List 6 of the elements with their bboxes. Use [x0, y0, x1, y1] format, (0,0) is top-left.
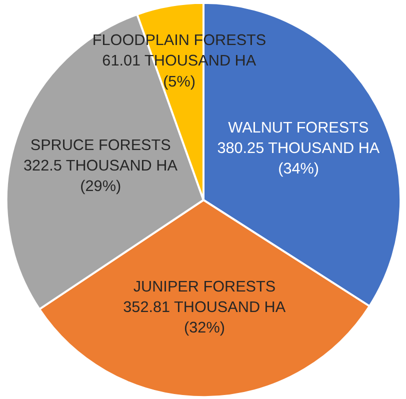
data-label: 322.5 THOUSAND HA (29%): [24, 158, 178, 196]
data-label: 352.81 THOUSAND HA (32%): [123, 299, 286, 337]
slice-label: SPRUCE FORESTS: [30, 137, 171, 154]
slice-label: WALNUT FORESTS: [228, 119, 369, 136]
data-label: 380.25 THOUSAND HA (34%): [217, 140, 380, 178]
slice-label: JUNIPER FORESTS: [133, 278, 276, 296]
